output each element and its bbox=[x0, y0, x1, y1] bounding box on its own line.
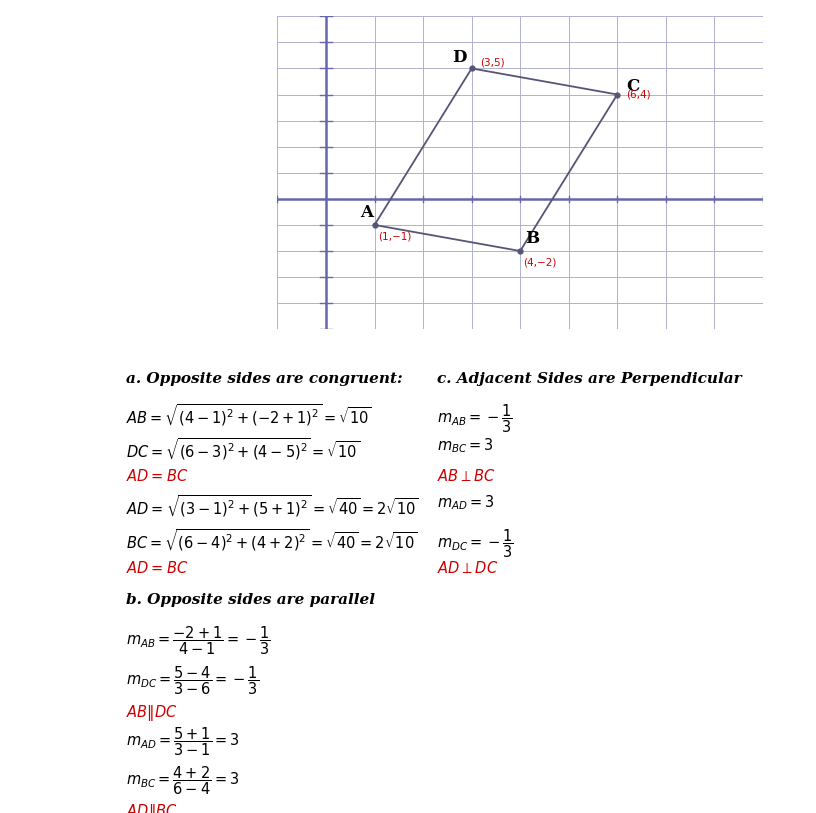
Text: A: A bbox=[360, 204, 373, 221]
Text: $m_{DC} = \dfrac{5-4}{3-6} = -\dfrac{1}{3}$: $m_{DC} = \dfrac{5-4}{3-6} = -\dfrac{1}{… bbox=[126, 664, 259, 697]
Text: $m_{AB} = \dfrac{-2+1}{4-1} = -\dfrac{1}{3}$: $m_{AB} = \dfrac{-2+1}{4-1} = -\dfrac{1}… bbox=[126, 624, 271, 657]
Text: $m_{DC} = -\dfrac{1}{3}$: $m_{DC} = -\dfrac{1}{3}$ bbox=[437, 528, 513, 560]
Text: $AD = \sqrt{(3-1)^2+(5+1)^2} = \sqrt{40} = 2\sqrt{10}$: $AD = \sqrt{(3-1)^2+(5+1)^2} = \sqrt{40}… bbox=[126, 493, 419, 519]
Text: B: B bbox=[525, 230, 539, 247]
Text: b. Opposite sides are parallel: b. Opposite sides are parallel bbox=[126, 593, 375, 607]
Text: $BC = \sqrt{(6-4)^2+(4+2)^2} = \sqrt{40} = 2\sqrt{10}$: $BC = \sqrt{(6-4)^2+(4+2)^2} = \sqrt{40}… bbox=[126, 528, 418, 553]
Text: (4,−2): (4,−2) bbox=[522, 258, 556, 267]
Text: $m_{BC} = 3$: $m_{BC} = 3$ bbox=[437, 437, 494, 455]
Text: $AB \| DC$: $AB \| DC$ bbox=[126, 703, 178, 724]
Text: $AD = BC$: $AD = BC$ bbox=[126, 468, 188, 485]
Text: $AD = BC$: $AD = BC$ bbox=[126, 560, 188, 576]
Text: C: C bbox=[626, 77, 639, 94]
Text: (1,−1): (1,−1) bbox=[379, 231, 412, 241]
Text: $AD \| BC$: $AD \| BC$ bbox=[126, 802, 178, 813]
Text: D: D bbox=[452, 49, 467, 66]
Text: a. Opposite sides are congruent:: a. Opposite sides are congruent: bbox=[126, 372, 403, 385]
Text: $DC = \sqrt{(6-3)^2+(4-5)^2} = \sqrt{10}$: $DC = \sqrt{(6-3)^2+(4-5)^2} = \sqrt{10}… bbox=[126, 437, 361, 462]
Text: $m_{AB} = -\dfrac{1}{3}$: $m_{AB} = -\dfrac{1}{3}$ bbox=[437, 402, 512, 435]
Text: $AD \perp DC$: $AD \perp DC$ bbox=[437, 560, 498, 576]
Text: c. Adjacent Sides are Perpendicular: c. Adjacent Sides are Perpendicular bbox=[437, 372, 741, 385]
Text: $m_{AD} = 3$: $m_{AD} = 3$ bbox=[437, 493, 494, 512]
Text: (6,4): (6,4) bbox=[626, 89, 650, 99]
Text: $AB \perp BC$: $AB \perp BC$ bbox=[437, 468, 495, 485]
Text: $m_{BC} = \dfrac{4+2}{6-4} = 3$: $m_{BC} = \dfrac{4+2}{6-4} = 3$ bbox=[126, 764, 240, 797]
Text: $AB = \sqrt{(4-1)^2+(-2+1)^2} = \sqrt{10}$: $AB = \sqrt{(4-1)^2+(-2+1)^2} = \sqrt{10… bbox=[126, 402, 372, 428]
Text: (3,5): (3,5) bbox=[481, 57, 505, 67]
Text: $m_{AD} = \dfrac{5+1}{3-1} = 3$: $m_{AD} = \dfrac{5+1}{3-1} = 3$ bbox=[126, 725, 241, 758]
